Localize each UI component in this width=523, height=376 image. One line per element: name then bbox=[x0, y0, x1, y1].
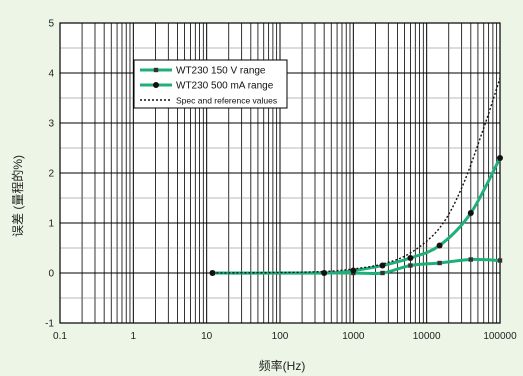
legend: WT230 150 V range WT230 500 mA range Spec … bbox=[133, 59, 288, 109]
data-point bbox=[436, 242, 443, 249]
y-tick-label: 2 bbox=[48, 169, 54, 180]
y-tick-label: 3 bbox=[48, 119, 54, 130]
data-point bbox=[350, 267, 357, 274]
x-tick-label: 1 bbox=[131, 331, 137, 342]
data-point bbox=[468, 257, 474, 262]
y-tick-label: 5 bbox=[48, 19, 54, 30]
data-point bbox=[408, 263, 413, 268]
x-tick-label: 0.1 bbox=[53, 331, 67, 342]
legend-label: WT230 500 mA range bbox=[176, 81, 274, 92]
data-point bbox=[497, 258, 503, 263]
x-tick-label: 100000 bbox=[483, 331, 517, 342]
y-tick-label: 1 bbox=[48, 219, 54, 230]
data-point bbox=[380, 270, 385, 276]
series-2 bbox=[209, 155, 503, 276]
legend-label: WT230 150 V range bbox=[176, 66, 266, 77]
data-point bbox=[467, 210, 474, 216]
data-point bbox=[437, 260, 442, 266]
x-tick-label: 100 bbox=[272, 331, 289, 342]
data-point bbox=[497, 155, 503, 161]
legend-marker bbox=[153, 82, 159, 88]
x-tick-label: 1000 bbox=[342, 331, 365, 342]
x-axis-label: 频率(Hz) bbox=[259, 358, 306, 373]
series-layer bbox=[209, 77, 503, 276]
x-tick-label: 10000 bbox=[413, 331, 441, 342]
x-tick-label: 10 bbox=[201, 331, 213, 342]
legend-label: Spec and reference values bbox=[176, 96, 277, 106]
data-point bbox=[407, 255, 414, 261]
y-tick-label: 0 bbox=[48, 269, 54, 280]
y-tick-label: 4 bbox=[48, 69, 54, 80]
y-axis-label: 误差 (量程的%) bbox=[10, 155, 25, 237]
axes: -1 0 1 2 3 4 5 0.1 1 10 100 1000 10000 100000 bbox=[45, 19, 517, 343]
legend-marker bbox=[153, 67, 159, 73]
y-tick-label: -1 bbox=[45, 319, 54, 330]
plot-frame bbox=[59, 22, 501, 324]
